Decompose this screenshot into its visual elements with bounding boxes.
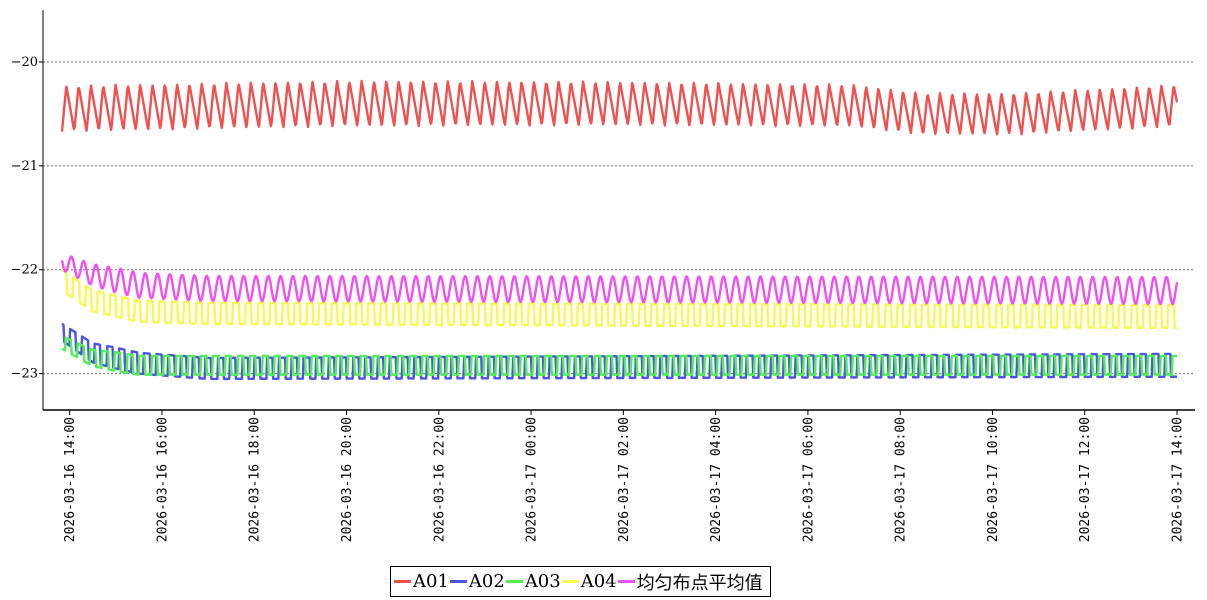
legend-swatch	[561, 580, 579, 583]
x-tick-label: 2026-03-17 10:00	[986, 417, 1001, 542]
legend-label: A02	[468, 571, 505, 592]
legend-item: A01	[394, 571, 449, 592]
legend-item: 均匀布点平均值	[617, 569, 763, 595]
series-line-A04	[61, 268, 1178, 330]
series-lines	[60, 79, 1179, 381]
legend-item: A04	[561, 571, 617, 592]
y-tick-label: −20	[11, 55, 38, 70]
series-line-均匀布点平均值	[60, 255, 1179, 306]
series-line-A01	[60, 79, 1179, 136]
axes	[42, 10, 1195, 411]
legend-label: A01	[413, 571, 449, 592]
x-tick-labels: 2026-03-16 14:00 2026-03-16 16:00 2026-03-…	[63, 410, 1186, 542]
y-tick-label: −23	[11, 367, 38, 382]
legend-label: A03	[524, 571, 561, 592]
legend-label: 均匀布点平均值	[636, 572, 763, 594]
y-tick-label: −21	[11, 159, 38, 174]
legend-swatch	[449, 580, 467, 583]
x-tick-label: 2026-03-16 18:00	[248, 417, 263, 542]
x-tick-label: 2026-03-16 20:00	[340, 417, 355, 542]
legend-swatch	[505, 580, 523, 583]
x-tick-label: 2026-03-17 12:00	[1078, 417, 1093, 542]
x-tick-label: 2026-03-16 16:00	[155, 417, 170, 542]
legend-item: A03	[505, 571, 561, 592]
series-line-A02	[61, 322, 1178, 381]
gridlines	[43, 61, 1195, 375]
x-tick-label: 2026-03-16 14:00	[63, 417, 78, 542]
legend-swatch	[394, 580, 411, 583]
x-tick-label: 2026-03-17 14:00	[1171, 417, 1186, 542]
x-tick-label: 2026-03-17 04:00	[709, 417, 724, 542]
legend-item: A02	[449, 571, 505, 592]
legend-swatch	[617, 580, 635, 583]
x-tick-label: 2026-03-17 00:00	[525, 417, 540, 542]
series-line-A03	[61, 336, 1178, 376]
y-tick-label: −22	[11, 263, 38, 278]
x-tick-label: 2026-03-16 22:00	[432, 417, 447, 542]
legend: A01 A02 A03 A04 均匀布点平均值	[390, 566, 771, 597]
x-tick-label: 2026-03-17 02:00	[617, 417, 632, 542]
y-tick-labels: −20 −21 −22 −23	[11, 55, 43, 382]
legend-label: A04	[580, 571, 617, 592]
x-tick-label: 2026-03-17 06:00	[801, 417, 816, 542]
x-tick-label: 2026-03-17 08:00	[894, 417, 909, 542]
